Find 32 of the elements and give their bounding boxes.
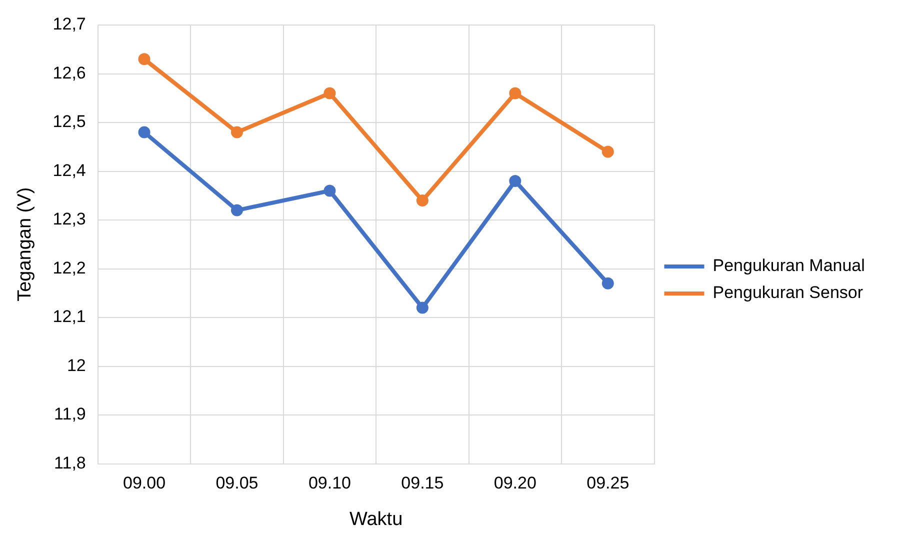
point bbox=[138, 126, 150, 138]
point bbox=[509, 175, 522, 188]
y-tick-label: 11,8 bbox=[54, 453, 86, 472]
x-tick-label: 09.20 bbox=[494, 474, 536, 493]
y-tick-label: 12,7 bbox=[52, 14, 86, 34]
point bbox=[324, 184, 336, 197]
point bbox=[324, 87, 336, 100]
y-tick-label: 12 bbox=[66, 356, 86, 375]
point bbox=[230, 204, 243, 216]
x-tick-label: 09.05 bbox=[216, 474, 258, 493]
point bbox=[602, 146, 614, 158]
point bbox=[416, 302, 428, 314]
point bbox=[509, 87, 522, 100]
x-tick-label: 09.00 bbox=[122, 474, 166, 493]
x-tick-label: 09.10 bbox=[308, 474, 351, 493]
point bbox=[138, 53, 150, 66]
y-axis-title: Tegangan (V) bbox=[14, 187, 36, 302]
point bbox=[416, 194, 428, 207]
point bbox=[230, 126, 243, 138]
x-axis-title: Waktu bbox=[350, 508, 403, 530]
y-tick-label: 12,3 bbox=[52, 210, 86, 229]
x-tick-label: 09.15 bbox=[401, 474, 444, 493]
y-tick-label: 12,6 bbox=[52, 63, 86, 82]
y-tick-label: 12,5 bbox=[52, 112, 86, 132]
y-tick-label: 11,9 bbox=[54, 404, 86, 424]
y-tick-label: 12,2 bbox=[52, 258, 86, 278]
y-tick-label: 12,1 bbox=[52, 307, 86, 326]
point bbox=[602, 277, 614, 290]
x-tick-label: 09.25 bbox=[586, 474, 630, 493]
legend-label: Pengukuran Manual bbox=[712, 256, 865, 276]
legend-label: Pengukuran Sensor bbox=[712, 283, 864, 302]
y-tick-label: 12,4 bbox=[52, 160, 86, 180]
